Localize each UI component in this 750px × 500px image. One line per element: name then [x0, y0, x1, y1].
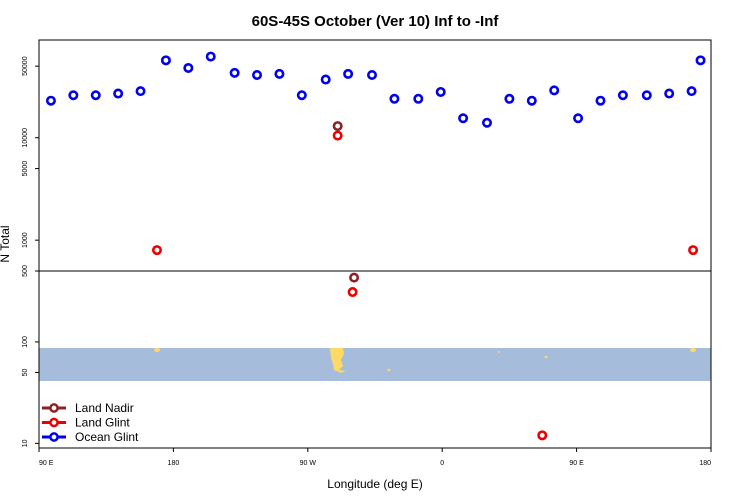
plot-frame — [38, 39, 712, 449]
x-tick-label: 180 — [699, 460, 711, 467]
x-axis-title: Longitude (deg E) — [327, 477, 422, 491]
ocean-glint-point — [435, 86, 446, 97]
land-glint-point — [151, 245, 162, 256]
world-map-band — [39, 348, 711, 381]
x-tick-label: 90 E — [39, 460, 54, 467]
y-tick-label: 50 — [22, 368, 29, 376]
x-tick-label: 90 W — [300, 460, 317, 467]
ocean-glint-point — [549, 85, 560, 96]
land-patch — [690, 348, 696, 352]
land-nadir-legend-label: Land Nadir — [75, 401, 134, 415]
ocean-glint-point — [90, 90, 101, 101]
ocean-glint-point — [320, 74, 331, 85]
land-nadir-point — [349, 272, 360, 283]
y-axis: 1000 5000 10000 50000 10 50 100 500 — [22, 56, 39, 447]
ocean-glint-point — [367, 69, 378, 80]
ocean-glint-point — [343, 68, 354, 79]
land-patch — [154, 348, 160, 352]
ocean-glint-point — [160, 55, 171, 66]
ocean-glint-point — [617, 90, 628, 101]
land-glint-legend-marker — [49, 417, 59, 428]
y-tick-label: 50000 — [22, 56, 29, 76]
land-patch — [387, 368, 391, 372]
land-nadir-legend-marker — [49, 403, 59, 413]
ocean-band — [39, 348, 711, 381]
land-patch — [544, 355, 548, 359]
data-points — [45, 51, 706, 441]
ocean-glint-point — [641, 90, 652, 101]
y-tick-label: 500 — [22, 265, 29, 277]
y-tick-label: 5000 — [22, 161, 29, 177]
ocean-glint-point — [252, 69, 263, 80]
land-glint-point — [688, 245, 699, 256]
land-glint-point — [332, 130, 343, 141]
y-tick-label: 10000 — [22, 128, 29, 148]
y-tick-label: 1000 — [22, 232, 29, 248]
ocean-glint-point — [113, 88, 124, 99]
ocean-glint-point — [68, 90, 79, 101]
ocean-glint-point — [664, 88, 675, 99]
chart-title: 60S-45S October (Ver 10) Inf to -Inf — [252, 13, 500, 30]
ocean-glint-point — [45, 95, 56, 106]
land-patch — [498, 351, 500, 353]
land-south-america — [330, 348, 346, 373]
ocean-glint-point — [481, 117, 492, 128]
ocean-glint-point — [413, 93, 424, 104]
ocean-glint-point — [229, 67, 240, 78]
ocean-glint-point — [686, 86, 697, 97]
land-glint-point — [537, 430, 548, 441]
land-nadir-point — [332, 121, 343, 132]
ocean-glint-point — [389, 93, 400, 104]
ocean-glint-point — [526, 95, 537, 106]
ocean-glint-point — [274, 68, 285, 79]
ocean-glint-point — [205, 51, 216, 62]
ocean-glint-point — [573, 113, 584, 124]
ocean-glint-point — [296, 90, 307, 101]
ocean-glint-point — [695, 55, 706, 66]
x-tick-label: 0 — [440, 460, 444, 467]
land-glint-legend-label: Land Glint — [75, 416, 130, 430]
ocean-glint-legend-label: Ocean Glint — [75, 430, 139, 444]
ocean-glint-point — [595, 95, 606, 106]
ocean-glint-legend-marker — [49, 432, 59, 442]
ocean-glint-point — [135, 86, 146, 97]
ocean-glint-point — [504, 93, 515, 104]
x-tick-label: 90 E — [569, 460, 584, 467]
land-glint-point — [347, 287, 358, 298]
ocean-glint-point — [183, 62, 194, 73]
y-tick-label: 10 — [22, 439, 29, 447]
x-axis: 90 E 180 90 W 0 90 E 180 — [38, 448, 712, 467]
x-tick-label: 180 — [168, 460, 180, 467]
y-tick-label: 100 — [22, 336, 29, 348]
ocean-glint-point — [458, 113, 469, 124]
y-axis-title: N Total — [0, 225, 12, 262]
